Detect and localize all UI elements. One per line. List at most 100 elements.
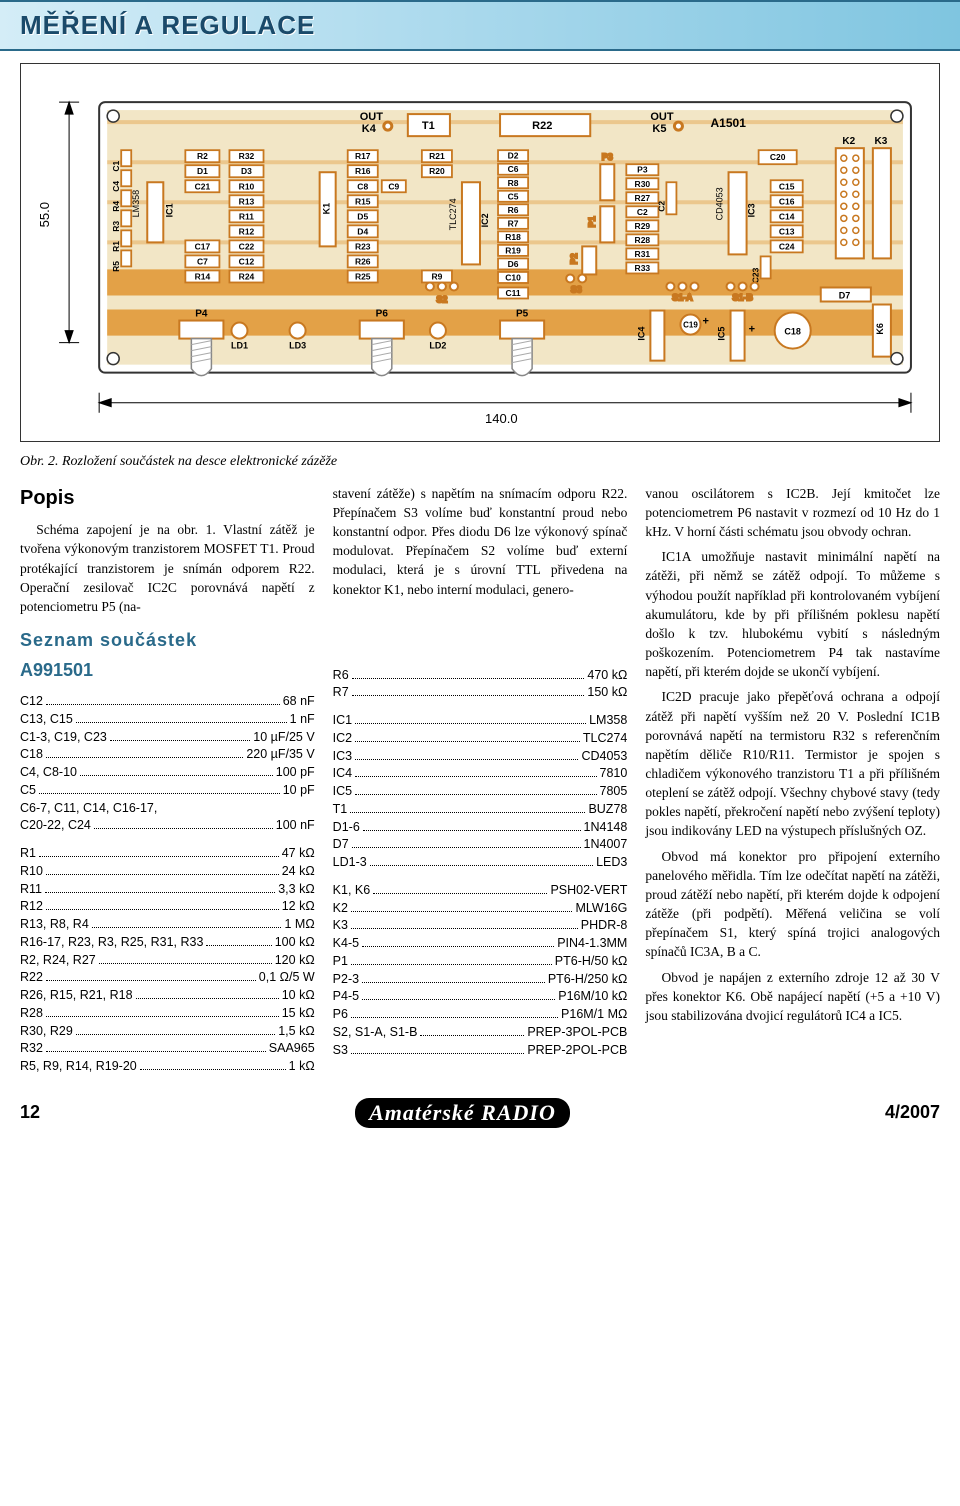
part-label: R16-17, R23, R3, R25, R31, R33	[20, 934, 203, 952]
svg-text:P1: P1	[587, 216, 597, 227]
part-row: IC1LM358	[333, 712, 628, 730]
popis-heading: Popis	[20, 484, 315, 512]
part-label: C5	[20, 782, 36, 800]
part-row: R2, R24, R27120 kΩ	[20, 952, 315, 970]
part-row: K1, K6 PSH02-VERT	[333, 882, 628, 900]
part-label: K1, K6	[333, 882, 371, 900]
part-row: S3PREP-2POL-PCB	[333, 1042, 628, 1060]
part-row: R1212 kΩ	[20, 898, 315, 916]
svg-text:R7: R7	[508, 218, 519, 228]
svg-text:P4: P4	[195, 309, 208, 320]
part-value: 7805	[600, 783, 628, 801]
part-value: MLW16G	[575, 900, 627, 918]
part-label: R2, R24, R27	[20, 952, 96, 970]
part-label: R32	[20, 1040, 43, 1058]
article-columns: Popis Schéma zapojení je na obr. 1. Vlas…	[0, 484, 960, 1092]
svg-text:S1-A: S1-A	[672, 293, 693, 303]
svg-text:C8: C8	[357, 181, 368, 191]
part-value: PREP-3POL-PCB	[527, 1024, 627, 1042]
part-dots	[420, 1035, 524, 1036]
part-dots	[350, 812, 585, 813]
part-dots	[351, 1017, 558, 1018]
svg-text:LD3: LD3	[289, 341, 306, 351]
svg-text:IC2: IC2	[480, 213, 490, 227]
right-p3: IC2D pracuje jako přepěťová ochrana a od…	[645, 687, 940, 840]
part-label: R28	[20, 1005, 43, 1023]
svg-text:R3: R3	[111, 221, 121, 232]
svg-text:C23: C23	[751, 267, 761, 283]
part-value: 220 µF/35 V	[246, 746, 314, 764]
part-label: R11	[20, 881, 42, 899]
part-value: 1,5 kΩ	[278, 1023, 314, 1041]
svg-text:R27: R27	[635, 193, 651, 203]
part-dots	[363, 830, 581, 831]
part-dots	[92, 927, 282, 928]
part-dots	[46, 1016, 279, 1017]
part-value: PSH02-VERT	[550, 882, 627, 900]
svg-text:C9: C9	[388, 181, 399, 191]
part-row: IC47810	[333, 765, 628, 783]
page-number: 12	[20, 1102, 40, 1123]
svg-text:C5: C5	[508, 191, 519, 201]
part-dots	[355, 759, 578, 760]
part-dots	[136, 998, 279, 999]
part-label: R12	[20, 898, 43, 916]
svg-text:P2: P2	[569, 253, 579, 264]
svg-text:K2: K2	[842, 136, 855, 147]
part-label: IC3	[333, 748, 352, 766]
part-value: 1N4148	[584, 819, 628, 837]
right-p2: IC1A umožňuje nastavit minimální napětí …	[645, 547, 940, 681]
part-value: 1 nF	[290, 711, 315, 729]
svg-text:P3: P3	[637, 165, 648, 175]
part-row: T1BUZ78	[333, 801, 628, 819]
svg-text:R31: R31	[635, 249, 651, 259]
section-header: MĚŘENÍ A REGULACE	[0, 0, 960, 51]
part-dots	[373, 893, 547, 894]
part-label: R6	[333, 667, 349, 685]
part-row	[20, 835, 315, 845]
part-row: C1268 nF	[20, 693, 315, 711]
part-dots	[99, 963, 272, 964]
part-row: LD1-3LED3	[333, 854, 628, 872]
part-dots	[140, 1069, 286, 1070]
part-value: 100 nF	[276, 817, 315, 835]
svg-text:D7: D7	[839, 291, 851, 301]
part-label: C4, C8-10	[20, 764, 77, 782]
part-row	[333, 872, 628, 882]
part-value: 15 kΩ	[282, 1005, 315, 1023]
part-dots	[110, 740, 250, 741]
part-value: 3,3 kΩ	[278, 881, 314, 899]
part-label: S3	[333, 1042, 348, 1060]
part-value: P16M/10 kΩ	[558, 988, 627, 1006]
middle-text: stavení zátěže) s napětím na snímacím od…	[333, 484, 628, 599]
svg-text:+: +	[702, 316, 708, 328]
part-label: P6	[333, 1006, 348, 1024]
part-row: C1-3, C19, C2310 µF/25 V	[20, 729, 315, 747]
svg-text:LD1: LD1	[231, 341, 248, 351]
part-label: R13, R8, R4	[20, 916, 89, 934]
svg-text:R16: R16	[355, 166, 371, 176]
right-p5: Obvod je napájen z externího zdroje 12 a…	[645, 968, 940, 1025]
part-dots	[362, 946, 554, 947]
part-label: P2-3	[333, 971, 359, 989]
svg-text:R10: R10	[239, 181, 255, 191]
part-row: P6 P16M/1 MΩ	[333, 1006, 628, 1024]
svg-text:R22: R22	[532, 120, 552, 132]
part-value: 1 MΩ	[284, 916, 314, 934]
svg-text:P5: P5	[516, 309, 529, 320]
svg-text:R28: R28	[635, 235, 651, 245]
page-footer: 12 Amatérské RADIO 4/2007	[0, 1092, 960, 1138]
part-value: 10 µF/25 V	[253, 729, 314, 747]
svg-text:C21: C21	[195, 181, 211, 191]
part-value: P16M/1 MΩ	[561, 1006, 627, 1024]
part-label: C12	[20, 693, 43, 711]
right-p1: vanou oscilátorem s IC2B. Její kmitočet …	[645, 484, 940, 541]
svg-text:C19: C19	[683, 321, 698, 330]
part-row: C510 pF	[20, 782, 315, 800]
part-row: R32SAA965	[20, 1040, 315, 1058]
part-dots	[80, 775, 273, 776]
column-3: vanou oscilátorem s IC2B. Její kmitočet …	[645, 484, 940, 1076]
svg-text:R6: R6	[508, 205, 519, 215]
svg-text:S2: S2	[436, 295, 447, 305]
svg-text:P3: P3	[602, 152, 613, 162]
